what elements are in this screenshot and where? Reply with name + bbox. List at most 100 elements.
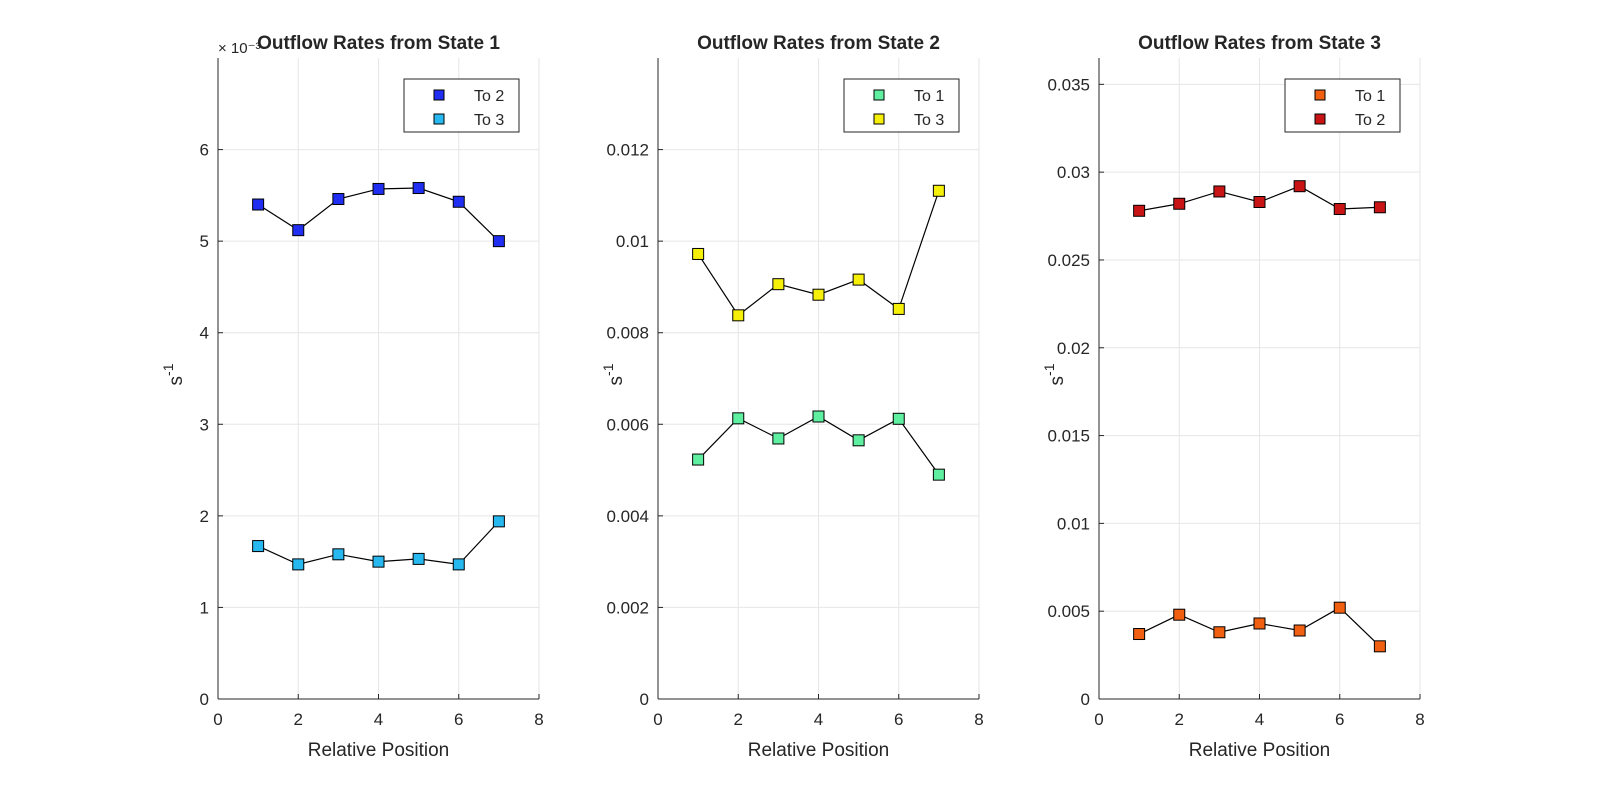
- data-point: [1213, 185, 1226, 198]
- chart-title: Outflow Rates from State 3: [1138, 33, 1381, 54]
- data-point: [732, 309, 745, 322]
- legend-label: To 1: [914, 88, 944, 105]
- x-tick-label: 6: [454, 710, 463, 729]
- y-tick-label: 5: [200, 232, 209, 251]
- y-axis-label-base: s: [606, 376, 627, 386]
- legend-box: [843, 78, 960, 133]
- data-point: [812, 410, 825, 423]
- x-axis-label: Relative Position: [1189, 740, 1331, 761]
- data-point: [1373, 201, 1386, 214]
- data-point: [372, 182, 385, 195]
- y-axis-label: s-1: [160, 363, 187, 385]
- legend-box: [1284, 78, 1401, 133]
- data-point: [1293, 180, 1306, 193]
- legend-marker: [433, 89, 445, 101]
- y-axis-label: s-1: [1041, 363, 1068, 385]
- data-point: [932, 468, 945, 481]
- chart-title: Outflow Rates from State 2: [697, 33, 940, 54]
- data-point: [252, 198, 265, 211]
- data-point: [492, 515, 505, 528]
- legend: To 2 To 3: [403, 78, 520, 133]
- data-point: [692, 247, 705, 260]
- x-tick-label: 0: [1094, 710, 1103, 729]
- axis-exponent-label: × 10⁻³: [218, 40, 261, 57]
- y-tick-label: 0.008: [606, 324, 649, 343]
- data-point: [1293, 624, 1306, 637]
- data-point: [1133, 204, 1146, 217]
- legend-box: [403, 78, 520, 133]
- legend-marker: [873, 89, 885, 101]
- data-point: [412, 552, 425, 565]
- y-tick-label: 0: [640, 690, 649, 709]
- data-point: [852, 434, 865, 447]
- y-tick-label: 0.015: [1047, 427, 1090, 446]
- y-tick-label: 0: [1081, 690, 1090, 709]
- data-point: [452, 195, 465, 208]
- y-tick-label: 0.004: [606, 507, 649, 526]
- y-tick-label: 0.01: [616, 232, 649, 251]
- data-point: [1253, 617, 1266, 630]
- legend-label: To 3: [914, 112, 944, 129]
- legend-label: To 2: [1355, 112, 1385, 129]
- y-tick-label: 0.03: [1057, 163, 1090, 182]
- data-point: [1213, 626, 1226, 639]
- x-tick-label: 8: [1415, 710, 1424, 729]
- data-point: [1133, 628, 1146, 641]
- legend-marker: [433, 113, 445, 125]
- x-axis-label: Relative Position: [308, 740, 450, 761]
- data-point: [1173, 608, 1186, 621]
- data-point: [732, 412, 745, 425]
- y-tick-label: 0.025: [1047, 251, 1090, 270]
- x-tick-label: 6: [1335, 710, 1344, 729]
- data-point: [852, 273, 865, 286]
- data-point: [1333, 601, 1346, 614]
- data-point: [412, 182, 425, 195]
- data-point: [492, 235, 505, 248]
- x-tick-label: 6: [894, 710, 903, 729]
- x-axis-label: Relative Position: [748, 740, 890, 761]
- data-point: [372, 555, 385, 568]
- y-tick-label: 0.005: [1047, 602, 1090, 621]
- data-point: [332, 193, 345, 206]
- y-tick-label: 6: [200, 141, 209, 160]
- chart-panel-3: 0 2 4 6 8 0 0.005 0.01 0.015 0.02 0.025 0.03 0.035 Ou…: [1041, 33, 1425, 761]
- legend: To 1 To 2: [1284, 78, 1401, 133]
- y-tick-label: 4: [200, 324, 209, 343]
- data-point: [292, 224, 305, 237]
- data-point: [812, 288, 825, 301]
- y-axis-label-exponent: -1: [1041, 363, 1057, 376]
- data-point: [332, 548, 345, 561]
- y-axis-label: s-1: [600, 363, 627, 385]
- legend-marker: [873, 113, 885, 125]
- y-tick-label: 0: [200, 690, 209, 709]
- x-tick-label: 0: [653, 710, 662, 729]
- y-axis-label-exponent: -1: [160, 363, 176, 376]
- data-point: [1253, 196, 1266, 209]
- x-tick-label: 0: [213, 710, 222, 729]
- y-tick-label: 2: [200, 507, 209, 526]
- x-tick-label: 8: [974, 710, 983, 729]
- data-point: [1333, 203, 1346, 216]
- data-point: [1373, 640, 1386, 653]
- y-tick-label: 0.006: [606, 415, 649, 434]
- x-tick-label: 4: [374, 710, 383, 729]
- legend-label: To 2: [474, 88, 504, 105]
- y-tick-label: 0.01: [1057, 514, 1090, 533]
- y-tick-label: 0.002: [606, 598, 649, 617]
- legend-marker: [1314, 113, 1326, 125]
- data-point: [452, 558, 465, 571]
- legend-marker: [1314, 89, 1326, 101]
- chart-panel-2: 0 2 4 6 8 0 0.002 0.004 0.006 0.008 0.01 0.012 Outfl…: [600, 33, 984, 761]
- data-point: [772, 278, 785, 291]
- x-tick-label: 8: [534, 710, 543, 729]
- x-tick-label: 2: [734, 710, 743, 729]
- y-tick-label: 0.035: [1047, 75, 1090, 94]
- chart-title: Outflow Rates from State 1: [257, 33, 500, 54]
- data-point: [892, 302, 905, 315]
- y-tick-label: 0.012: [606, 141, 649, 160]
- data-point: [252, 540, 265, 553]
- y-axis-label-exponent: -1: [600, 363, 616, 376]
- data-point: [292, 558, 305, 571]
